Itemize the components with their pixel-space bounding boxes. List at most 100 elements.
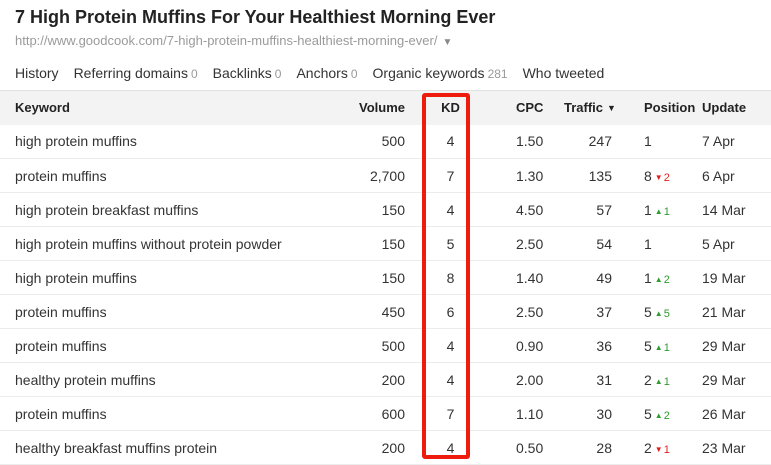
kd-cell: 4	[446, 337, 455, 354]
update-cell: 26 Mar	[702, 405, 746, 422]
triangle-down-icon: ▼	[654, 444, 663, 454]
position-value: 1	[644, 235, 652, 252]
tab-anchors[interactable]: Anchors 0	[296, 65, 357, 92]
kd-cell: 4	[446, 439, 455, 456]
kd-cell: 8	[446, 269, 455, 286]
volume-cell: 600	[381, 405, 405, 422]
triangle-down-icon: ▼	[654, 172, 663, 182]
position-down-icon: ▼1	[655, 444, 670, 456]
tab-referring-domains[interactable]: Referring domains 0	[74, 65, 198, 92]
traffic-cell: 37	[596, 303, 612, 320]
triangle-up-icon: ▲	[654, 410, 663, 420]
table-row[interactable]: healthy breakfast muffins protein 200 4 0.5…	[0, 431, 771, 465]
url-text[interactable]: http://www.goodcook.com/7-high-protein-m…	[15, 33, 438, 48]
position-cell: 5 ▲5	[612, 295, 702, 329]
keyword-cell[interactable]: protein muffins	[15, 337, 107, 354]
table-row[interactable]: protein muffins 450 6 2.50 37 5 ▲5 21 Mar	[0, 295, 771, 329]
update-cell: 29 Mar	[702, 371, 746, 388]
page-url[interactable]: http://www.goodcook.com/7-high-protein-m…	[15, 33, 452, 48]
keyword-cell[interactable]: protein muffins	[15, 167, 107, 184]
kd-cell: 4	[446, 371, 455, 388]
tab-history[interactable]: History	[15, 65, 59, 92]
position-delta-value: 5	[663, 307, 670, 320]
header-keyword[interactable]: Keyword	[15, 100, 70, 116]
traffic-cell: 135	[588, 167, 612, 184]
cpc-cell: 2.00	[516, 371, 544, 388]
keyword-cell[interactable]: healthy breakfast muffins protein	[15, 439, 218, 456]
volume-cell: 150	[381, 235, 405, 252]
update-cell: 6 Apr	[702, 167, 735, 184]
header-traffic-label: Traffic	[564, 100, 604, 116]
sort-desc-icon[interactable]: ▼	[607, 103, 616, 114]
cpc-cell: 1.10	[516, 405, 544, 422]
header-traffic[interactable]: Traffic ▼	[564, 91, 616, 125]
keyword-cell[interactable]: high protein breakfast muffins	[15, 201, 199, 218]
header-update[interactable]: Update	[702, 100, 747, 116]
traffic-cell: 36	[596, 337, 612, 354]
header-cpc[interactable]: CPC	[516, 100, 544, 116]
update-cell: 14 Mar	[702, 201, 746, 218]
position-cell: 1 ▲1	[612, 193, 702, 227]
table-row[interactable]: high protein breakfast muffins 150 4 4.50 57…	[0, 193, 771, 227]
table-row[interactable]: protein muffins 2,700 7 1.30 135 8 ▼2 6 Apr	[0, 159, 771, 193]
header-position[interactable]: Position	[644, 100, 696, 116]
position-value: 5	[644, 303, 652, 320]
tab-label: Organic keywords	[372, 65, 485, 81]
page-title: 7 High Protein Muffins For Your Healthie…	[15, 7, 496, 27]
table-row[interactable]: healthy protein muffins 200 4 2.00 31 2 ▲1 29 M…	[0, 363, 771, 397]
table-row[interactable]: high protein muffins without protein pow…	[0, 227, 771, 261]
position-value: 1	[644, 269, 652, 286]
position-value: 1	[644, 133, 652, 150]
position-delta-value: 1	[663, 341, 670, 354]
position-up-icon: ▲2	[655, 274, 670, 286]
tab-count-badge: 281	[487, 67, 508, 81]
traffic-cell: 31	[596, 371, 612, 388]
cpc-cell: 2.50	[516, 235, 544, 252]
header-kd[interactable]: KD	[441, 100, 460, 116]
traffic-cell: 49	[596, 269, 612, 286]
position-value: 5	[644, 337, 652, 354]
cpc-cell: 4.50	[516, 201, 544, 218]
position-up-icon: ▲1	[655, 206, 670, 218]
tab-count-badge: 0	[274, 67, 282, 81]
tab-label: History	[15, 65, 59, 81]
header-volume[interactable]: Volume	[359, 100, 405, 116]
keyword-cell[interactable]: high protein muffins	[15, 133, 137, 150]
keyword-cell[interactable]: protein muffins	[15, 303, 107, 320]
kd-cell: 4	[446, 201, 455, 218]
table-row[interactable]: high protein muffins 150 8 1.40 49 1 ▲2 19 Mar	[0, 261, 771, 295]
position-cell: 5 ▲1	[612, 329, 702, 363]
tab-label: Anchors	[296, 65, 348, 81]
table-row[interactable]: protein muffins 500 4 0.90 36 5 ▲1 29 Mar	[0, 329, 771, 363]
tab-label: Backlinks	[212, 65, 272, 81]
url-dropdown-icon[interactable]: ▼	[442, 37, 453, 48]
table-row[interactable]: protein muffins 600 7 1.10 30 5 ▲2 26 Mar	[0, 397, 771, 431]
tab-who-tweeted[interactable]: Who tweeted	[523, 65, 605, 92]
tab-organic-keywords[interactable]: Organic keywords 281	[370, 65, 510, 94]
kd-cell: 6	[446, 303, 455, 320]
kd-cell: 4	[446, 133, 455, 150]
tab-backlinks[interactable]: Backlinks 0	[213, 65, 282, 92]
tab-count-badge: 0	[350, 67, 358, 81]
keyword-cell[interactable]: high protein muffins	[15, 269, 137, 286]
tab-label: Referring domains	[73, 65, 188, 81]
cpc-cell: 1.30	[516, 167, 544, 184]
table-row[interactable]: high protein muffins 500 4 1.50 247 1 7 Apr	[0, 125, 771, 159]
traffic-cell: 28	[596, 439, 612, 456]
cpc-cell: 0.90	[516, 337, 544, 354]
cpc-cell: 2.50	[516, 303, 544, 320]
keyword-cell[interactable]: healthy protein muffins	[15, 371, 156, 388]
triangle-up-icon: ▲	[654, 206, 663, 216]
table-header-row: Keyword Volume KD CPC Traffic ▼ Position …	[0, 90, 771, 125]
position-value: 1	[644, 201, 652, 218]
keyword-cell[interactable]: protein muffins	[15, 405, 107, 422]
position-cell: 1	[612, 227, 702, 261]
position-delta-value: 1	[663, 375, 670, 388]
update-cell: 5 Apr	[702, 235, 735, 252]
triangle-up-icon: ▲	[654, 308, 663, 318]
cpc-cell: 1.50	[516, 133, 544, 150]
position-delta-value: 1	[663, 443, 670, 456]
keyword-cell[interactable]: high protein muffins without protein pow…	[15, 235, 282, 252]
position-cell: 1	[612, 125, 702, 159]
triangle-up-icon: ▲	[654, 274, 663, 284]
